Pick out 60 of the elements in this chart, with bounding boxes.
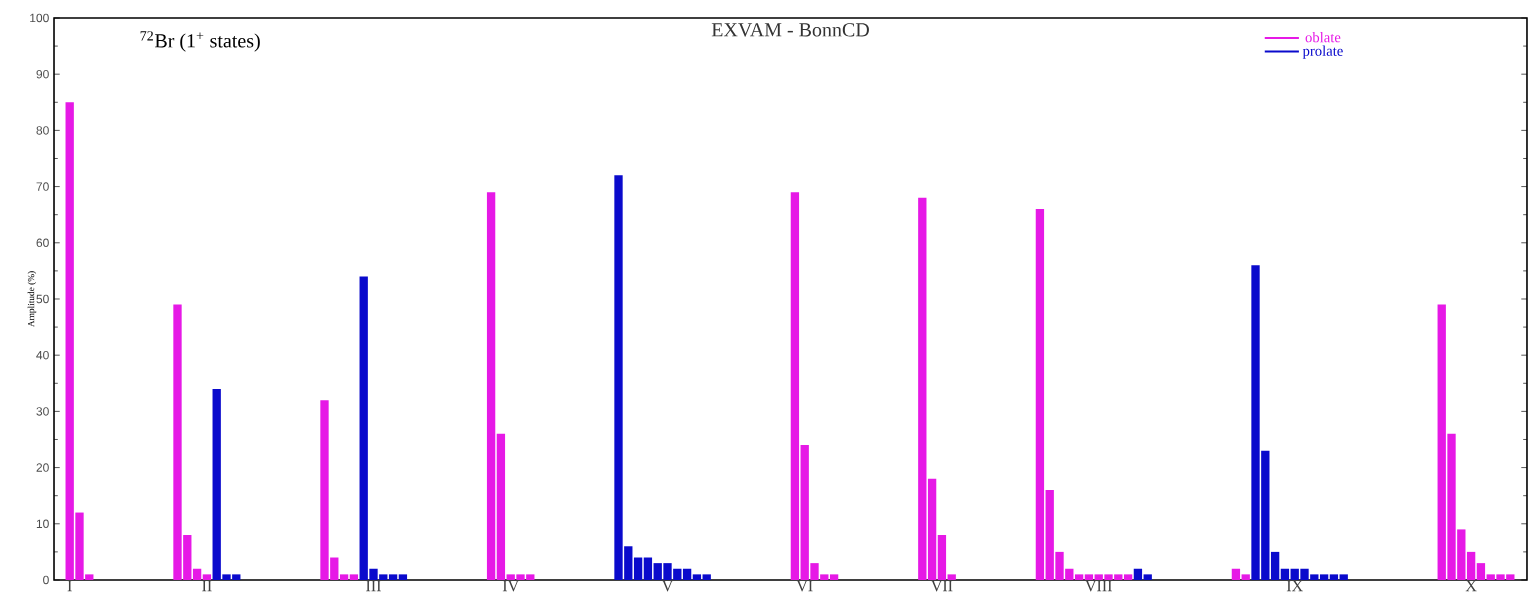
y-tick-label: 50 — [36, 294, 49, 304]
y-tick-label: 90 — [36, 69, 49, 79]
bar — [1084, 574, 1094, 580]
bar — [1466, 551, 1476, 580]
x-tick-label: II — [202, 580, 212, 592]
bar — [1074, 574, 1084, 580]
x-tick-label: IX — [1286, 580, 1303, 592]
x-tick-label: III — [366, 580, 381, 592]
bar — [1319, 574, 1329, 580]
x-tick-label: X — [1465, 580, 1477, 592]
bar — [1241, 574, 1250, 580]
bar — [790, 192, 800, 580]
y-tick-label: 40 — [36, 350, 49, 360]
bar — [829, 574, 839, 580]
bar — [1329, 574, 1339, 580]
bar — [398, 574, 408, 580]
y-tick-label: 70 — [36, 182, 49, 191]
bar — [1476, 563, 1486, 580]
y-axis-title: Amplitude (%) — [27, 271, 37, 328]
bar — [349, 574, 359, 580]
y-tick-label: 20 — [36, 463, 49, 472]
bar — [486, 192, 496, 580]
legend-label: oblate — [1305, 32, 1341, 43]
x-tick-label: VIII — [1085, 580, 1112, 592]
y-tick-label: 0 — [43, 575, 49, 585]
bar — [633, 557, 643, 580]
bar — [702, 574, 711, 580]
y-tick-label: 60 — [36, 238, 49, 248]
bar — [1133, 568, 1143, 580]
bar — [192, 568, 202, 580]
bar — [202, 574, 212, 580]
bar — [937, 535, 947, 580]
bar — [682, 568, 692, 580]
bar — [1280, 568, 1290, 580]
bar — [1339, 574, 1348, 580]
legend-label: prolate — [1302, 45, 1343, 59]
y-tick-label: 30 — [36, 407, 49, 416]
chart-title: EXVAM - BonnCD — [711, 23, 869, 37]
bar — [1143, 574, 1152, 580]
y-tick-label: 10 — [36, 519, 49, 529]
bar — [496, 433, 506, 580]
bar — [1123, 574, 1133, 580]
bar — [947, 574, 956, 580]
x-tick-label: VI — [796, 580, 813, 592]
bar — [1270, 551, 1280, 580]
y-tick-label: 80 — [36, 126, 49, 135]
bar — [339, 574, 349, 580]
bar — [918, 197, 927, 580]
x-tick-label: V — [661, 580, 674, 592]
x-tick-label: VII — [930, 580, 953, 592]
bar — [1035, 209, 1045, 580]
bar — [927, 478, 937, 580]
y-tick-label: 100 — [30, 13, 49, 23]
bar — [692, 574, 702, 580]
bar — [643, 557, 653, 580]
bar — [388, 574, 398, 580]
annotation: $^{72}$Br (1$^{+}$ states) — [140, 31, 260, 52]
x-tick-label: IV — [502, 580, 519, 592]
bar — [1231, 568, 1241, 580]
x-tick-label: I — [67, 580, 72, 592]
